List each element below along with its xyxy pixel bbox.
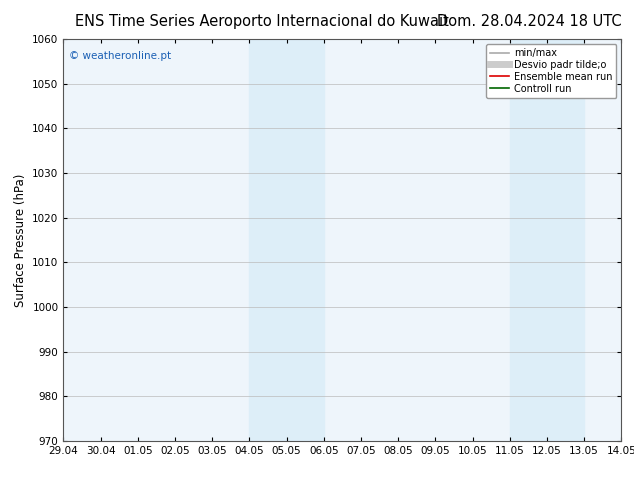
Legend: min/max, Desvio padr tilde;o, Ensemble mean run, Controll run: min/max, Desvio padr tilde;o, Ensemble m…: [486, 44, 616, 98]
Y-axis label: Surface Pressure (hPa): Surface Pressure (hPa): [14, 173, 27, 307]
Text: © weatheronline.pt: © weatheronline.pt: [69, 51, 171, 61]
Text: Dom. 28.04.2024 18 UTC: Dom. 28.04.2024 18 UTC: [437, 14, 621, 29]
Text: ENS Time Series Aeroporto Internacional do Kuwait: ENS Time Series Aeroporto Internacional …: [75, 14, 448, 29]
Bar: [249, 39, 324, 441]
Bar: [510, 39, 584, 441]
